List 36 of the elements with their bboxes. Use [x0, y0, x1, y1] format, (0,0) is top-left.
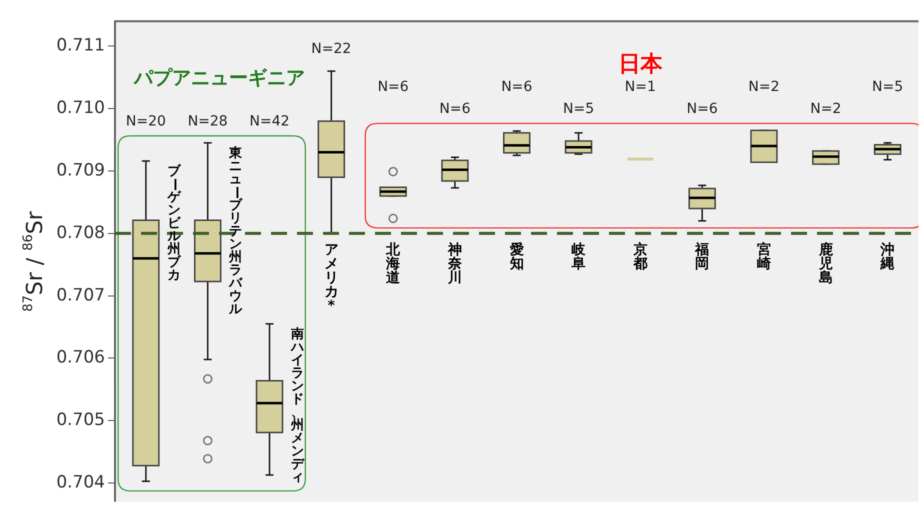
annotation: N=20 — [126, 114, 166, 130]
annotation: N=6 — [501, 79, 532, 96]
x-tick-label: 沖縄 — [880, 242, 895, 272]
x-tick-label: アメリカ* — [324, 242, 338, 314]
y-tick-label: 0.704 — [56, 472, 105, 492]
annotation: N=2 — [810, 101, 842, 118]
x-tick-label: 愛知 — [508, 242, 524, 272]
x-tick-label: 北海道 — [385, 242, 402, 286]
y-tick-label: 0.706 — [56, 348, 105, 368]
x-tick-label: 神奈川 — [446, 241, 463, 286]
annotation: 日本 — [618, 52, 664, 77]
x-tick-label: 福岡 — [694, 241, 710, 272]
annotation: N=28 — [188, 114, 228, 130]
annotation: N=6 — [439, 101, 471, 118]
category-label: 東ニューブリテン州ラバウル — [228, 146, 244, 317]
y-axis-title: 87Sr / 86Sr — [21, 210, 48, 312]
y-tick-label: 0.708 — [56, 222, 105, 243]
x-tick-label: 京都 — [632, 241, 648, 272]
annotation: N=6 — [378, 79, 409, 96]
annotation: N=6 — [686, 101, 718, 118]
annotation: N=22 — [311, 40, 352, 57]
annotation: N=5 — [562, 101, 594, 118]
annotation: N=1 — [624, 79, 656, 96]
y-tick-label: 0.705 — [56, 410, 105, 430]
x-tick-label: 宮崎 — [756, 241, 771, 272]
y-tick-label: 0.711 — [56, 36, 105, 56]
x-tick-label: 岐阜 — [570, 242, 587, 272]
x-tick-label: 鹿児島 — [818, 241, 833, 286]
category-label: 南ハイランド、州メンディ — [291, 326, 304, 485]
y-tick-label: 0.709 — [56, 160, 105, 180]
y-tick-label: 0.710 — [56, 98, 105, 118]
annotation: N=2 — [748, 79, 780, 96]
annotation: パプアニューギニア — [133, 67, 306, 90]
annotation: N=5 — [872, 79, 904, 96]
y-tick-label: 0.707 — [56, 285, 105, 306]
annotation: N=42 — [250, 114, 290, 130]
